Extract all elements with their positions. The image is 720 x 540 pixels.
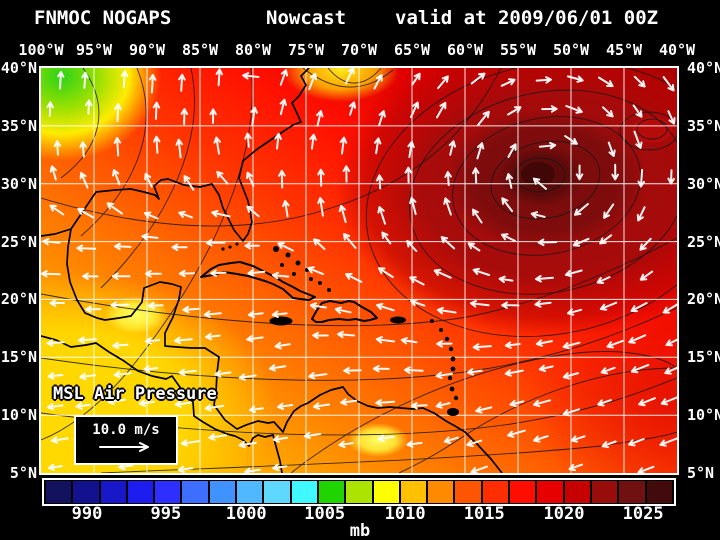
colorbar-swatch [291, 481, 317, 503]
lat-label: 25°N [0, 232, 37, 251]
lat-label: 15°N [687, 348, 720, 367]
lon-label: 55°W [499, 41, 537, 59]
lat-label: 5°N [9, 464, 37, 483]
colorbar-tick: 1020 [543, 504, 585, 524]
lat-label: 30°N [687, 174, 720, 193]
pressure-wind-map [41, 68, 677, 473]
title-valid-time: valid at 2009/06/01 00Z [395, 7, 659, 29]
colorbar-swatch [373, 481, 399, 503]
lat-label: 5°N [687, 464, 715, 483]
lat-label: 25°N [687, 232, 720, 251]
colorbar-swatch [455, 481, 481, 503]
colorbar-swatch [537, 481, 563, 503]
colorbar-swatch [209, 481, 236, 503]
lon-label: 70°W [340, 41, 378, 59]
colorbar-swatch [100, 481, 126, 503]
lon-label: 80°W [234, 41, 272, 59]
colorbar-tick: 1015 [463, 504, 505, 524]
colorbar-swatch [646, 481, 672, 503]
colorbar-swatch [127, 481, 154, 503]
colorbar-swatch [318, 481, 345, 503]
lat-label: 20°N [0, 290, 37, 309]
colorbar-swatch [182, 481, 208, 503]
lon-label: 90°W [128, 41, 166, 59]
lon-label: 45°W [605, 41, 643, 59]
lon-label: 95°W [75, 41, 113, 59]
lat-label: 30°N [0, 174, 37, 193]
colorbar-swatch [619, 481, 645, 503]
title-model: FNMOC NOGAPS [34, 7, 172, 29]
colorbar-tick: 1010 [384, 504, 426, 524]
colorbar-tick: 995 [150, 504, 182, 524]
title-product: Nowcast [266, 7, 347, 29]
colorbar-swatch [237, 481, 263, 503]
colorbar-swatch [591, 481, 618, 503]
colorbar-tick: 990 [71, 504, 103, 524]
colorbar-swatch [46, 481, 72, 503]
lat-label: 40°N [687, 59, 720, 77]
lon-label: 100°W [18, 41, 64, 59]
lat-label: 10°N [687, 406, 720, 425]
lat-label: 20°N [687, 290, 720, 309]
lon-label: 50°W [552, 41, 590, 59]
wind-speed-value: 10.0 m/s [92, 422, 160, 438]
colorbar-tick: 1025 [622, 504, 664, 524]
lat-label: 35°N [687, 116, 720, 135]
wind-speed-legend: 10.0 m/s [74, 415, 178, 465]
lat-label: 40°N [0, 59, 37, 77]
lon-label: 40°W [658, 41, 696, 59]
colorbar-tick: 1000 [225, 504, 267, 524]
lat-label: 35°N [0, 116, 37, 135]
colorbar-swatch [73, 481, 99, 503]
lon-label: 65°W [393, 41, 431, 59]
lon-label: 85°W [181, 41, 219, 59]
map-area[interactable] [39, 66, 679, 475]
colorbar-swatch [510, 481, 536, 503]
lon-label: 60°W [446, 41, 484, 59]
colorbar-swatch [482, 481, 509, 503]
colorbar-swatch [346, 481, 372, 503]
colorbar-swatch [400, 481, 427, 503]
field-label: MSL Air Pressure [53, 384, 217, 404]
lat-label: 10°N [0, 406, 37, 425]
lat-label: 15°N [0, 348, 37, 367]
colorbar-tick: 1005 [304, 504, 346, 524]
pressure-colorbar [42, 478, 676, 506]
wind-reference-arrow-icon [99, 442, 149, 452]
colorbar-swatch [264, 481, 290, 503]
colorbar-swatch [155, 481, 181, 503]
lon-label: 75°W [287, 41, 325, 59]
colorbar-swatch [428, 481, 454, 503]
colorbar-unit: mb [349, 521, 371, 540]
colorbar-swatch [564, 481, 590, 503]
colorbar-tick-labels: 990 995 1000 1005 1010 1015 1020 1025 [44, 504, 672, 524]
